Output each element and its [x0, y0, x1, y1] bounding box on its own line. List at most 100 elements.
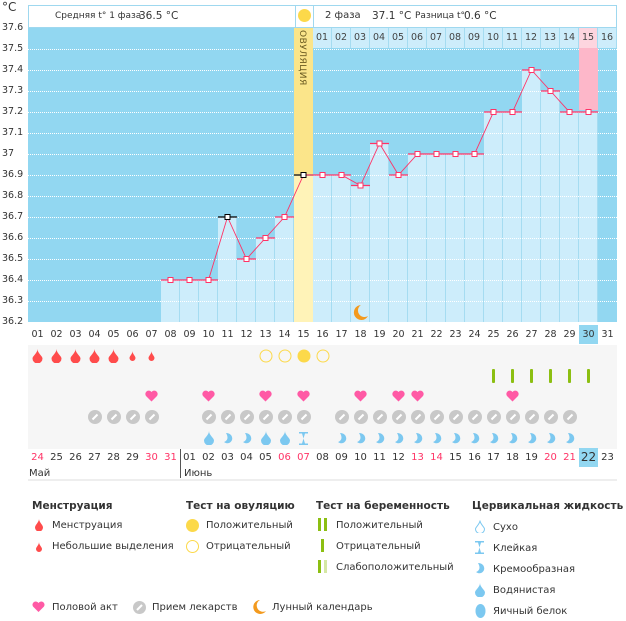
ovulation-test-negative-icon[interactable] [313, 346, 332, 366]
temperature-point[interactable] [585, 109, 592, 115]
calendar-date[interactable]: 11 [373, 452, 386, 463]
spotting-icon[interactable] [123, 346, 142, 366]
menstruation-icon[interactable] [66, 346, 85, 366]
calendar-date[interactable]: 13 [411, 452, 424, 463]
heart-icon[interactable] [389, 386, 408, 406]
temperature-point[interactable] [414, 151, 421, 157]
calendar-date[interactable]: 02 [202, 452, 215, 463]
calendar-date[interactable]: 30 [145, 452, 158, 463]
temperature-point[interactable] [433, 151, 440, 157]
calendar-date[interactable]: 28 [107, 452, 120, 463]
cycle-day-label[interactable]: 03 [69, 329, 82, 340]
temperature-point[interactable] [300, 172, 307, 178]
calendar-date[interactable]: 29 [126, 452, 139, 463]
temperature-point[interactable] [547, 88, 554, 94]
cycle-day-label[interactable]: 30 [579, 325, 598, 344]
cycle-day-label[interactable]: 19 [373, 329, 386, 340]
calendar-date[interactable]: 06 [278, 452, 291, 463]
cycle-day-label[interactable]: 04 [88, 329, 101, 340]
cervical-fluid-watery-icon[interactable] [199, 428, 218, 448]
temperature-point[interactable] [205, 277, 212, 283]
cycle-day-label[interactable]: 25 [487, 329, 500, 340]
calendar-date[interactable]: 15 [449, 452, 462, 463]
menstruation-icon[interactable] [85, 346, 104, 366]
pill-icon[interactable] [294, 407, 313, 427]
cycle-day-label[interactable]: 13 [259, 329, 272, 340]
menstruation-icon[interactable] [104, 346, 123, 366]
pill-icon[interactable] [389, 407, 408, 427]
temperature-point[interactable] [566, 109, 573, 115]
pill-icon[interactable] [522, 407, 541, 427]
cycle-day-label[interactable]: 26 [506, 329, 519, 340]
calendar-date[interactable]: 24 [31, 452, 44, 463]
temperature-point[interactable] [262, 235, 269, 241]
pill-icon[interactable] [199, 407, 218, 427]
menstruation-icon[interactable] [28, 346, 47, 366]
pregnancy-test-negative-icon[interactable] [522, 366, 541, 386]
heart-icon[interactable] [294, 386, 313, 406]
temperature-point[interactable] [471, 151, 478, 157]
calendar-date[interactable]: 17 [487, 452, 500, 463]
calendar-date[interactable]: 19 [525, 452, 538, 463]
heart-icon[interactable] [351, 386, 370, 406]
cycle-day-label[interactable]: 06 [126, 329, 139, 340]
pill-icon[interactable] [275, 407, 294, 427]
calendar-date[interactable]: 10 [354, 452, 367, 463]
pill-icon[interactable] [142, 407, 161, 427]
cycle-day-label[interactable]: 27 [525, 329, 538, 340]
temperature-point[interactable] [452, 151, 459, 157]
calendar-date[interactable]: 16 [468, 452, 481, 463]
cervical-fluid-creamy-icon[interactable] [446, 428, 465, 448]
cervical-fluid-creamy-icon[interactable] [218, 428, 237, 448]
temperature-point[interactable] [319, 172, 326, 178]
pill-icon[interactable] [484, 407, 503, 427]
cycle-day-label[interactable]: 15 [297, 329, 310, 340]
cycle-day-label[interactable]: 31 [601, 329, 614, 340]
cervical-fluid-creamy-icon[interactable] [503, 428, 522, 448]
calendar-date[interactable]: 20 [544, 452, 557, 463]
temperature-point[interactable] [376, 140, 383, 147]
calendar-date[interactable]: 03 [221, 452, 234, 463]
calendar-date[interactable]: 18 [506, 452, 519, 463]
pill-icon[interactable] [237, 407, 256, 427]
cervical-fluid-creamy-icon[interactable] [237, 428, 256, 448]
calendar-date[interactable]: 22 [579, 448, 598, 467]
cycle-day-label[interactable]: 11 [221, 329, 234, 340]
pregnancy-test-negative-icon[interactable] [503, 366, 522, 386]
cycle-day-label[interactable]: 16 [316, 329, 329, 340]
calendar-date[interactable]: 07 [297, 452, 310, 463]
temperature-point[interactable] [528, 67, 535, 73]
temperature-point[interactable] [243, 256, 250, 262]
ovulation-test-negative-icon[interactable] [275, 346, 294, 366]
calendar-date[interactable]: 05 [259, 452, 272, 463]
pregnancy-test-negative-icon[interactable] [484, 366, 503, 386]
pill-icon[interactable] [446, 407, 465, 427]
calendar-date[interactable]: 21 [563, 452, 576, 463]
pregnancy-test-negative-icon[interactable] [560, 366, 579, 386]
cycle-day-label[interactable]: 20 [392, 329, 405, 340]
cervical-fluid-creamy-icon[interactable] [332, 428, 351, 448]
calendar-date[interactable]: 27 [88, 452, 101, 463]
menstruation-icon[interactable] [47, 346, 66, 366]
cervical-fluid-creamy-icon[interactable] [541, 428, 560, 448]
calendar-date[interactable]: 12 [392, 452, 405, 463]
cycle-day-label[interactable]: 08 [164, 329, 177, 340]
cycle-day-label[interactable]: 23 [449, 329, 462, 340]
calendar-date[interactable]: 26 [69, 452, 82, 463]
cycle-day-label[interactable]: 05 [107, 329, 120, 340]
temperature-point[interactable] [338, 172, 345, 178]
cycle-day-label[interactable]: 02 [50, 329, 63, 340]
pill-icon[interactable] [256, 407, 275, 427]
cervical-fluid-creamy-icon[interactable] [408, 428, 427, 448]
cycle-day-label[interactable]: 29 [563, 329, 576, 340]
cervical-fluid-creamy-icon[interactable] [522, 428, 541, 448]
cervical-fluid-creamy-icon[interactable] [484, 428, 503, 448]
cycle-day-label[interactable]: 01 [31, 329, 44, 340]
cycle-day-label[interactable]: 21 [411, 329, 424, 340]
temperature-point[interactable] [281, 214, 288, 220]
cervical-fluid-creamy-icon[interactable] [351, 428, 370, 448]
cervical-fluid-creamy-icon[interactable] [427, 428, 446, 448]
cycle-day-label[interactable]: 22 [430, 329, 443, 340]
pregnancy-test-negative-icon[interactable] [541, 366, 560, 386]
cervical-fluid-watery-icon[interactable] [275, 428, 294, 448]
